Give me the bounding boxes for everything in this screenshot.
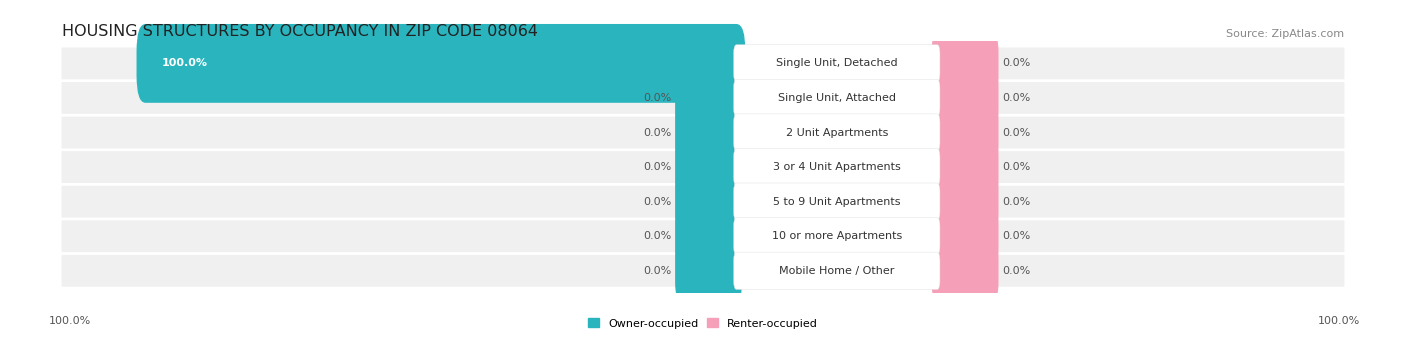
FancyBboxPatch shape	[734, 148, 941, 186]
Text: 10 or more Apartments: 10 or more Apartments	[772, 231, 901, 241]
Text: 0.0%: 0.0%	[1002, 266, 1031, 276]
Text: Mobile Home / Other: Mobile Home / Other	[779, 266, 894, 276]
FancyBboxPatch shape	[675, 173, 742, 231]
Text: 0.0%: 0.0%	[644, 93, 672, 103]
FancyBboxPatch shape	[675, 242, 742, 300]
FancyBboxPatch shape	[932, 34, 998, 92]
Text: 0.0%: 0.0%	[1002, 128, 1031, 137]
FancyBboxPatch shape	[734, 183, 941, 220]
FancyBboxPatch shape	[62, 220, 1344, 252]
Text: 0.0%: 0.0%	[1002, 162, 1031, 172]
Text: Single Unit, Attached: Single Unit, Attached	[778, 93, 896, 103]
FancyBboxPatch shape	[62, 47, 1344, 79]
FancyBboxPatch shape	[62, 117, 1344, 148]
FancyBboxPatch shape	[62, 186, 1344, 218]
Text: 100.0%: 100.0%	[49, 315, 91, 326]
Text: 0.0%: 0.0%	[1002, 197, 1031, 207]
FancyBboxPatch shape	[62, 82, 1344, 114]
FancyBboxPatch shape	[734, 218, 941, 255]
Text: 5 to 9 Unit Apartments: 5 to 9 Unit Apartments	[773, 197, 901, 207]
FancyBboxPatch shape	[734, 114, 941, 151]
FancyBboxPatch shape	[734, 79, 941, 117]
Text: 0.0%: 0.0%	[1002, 93, 1031, 103]
Text: 0.0%: 0.0%	[644, 266, 672, 276]
FancyBboxPatch shape	[932, 138, 998, 196]
Text: Single Unit, Detached: Single Unit, Detached	[776, 58, 897, 69]
FancyBboxPatch shape	[932, 173, 998, 231]
Text: 2 Unit Apartments: 2 Unit Apartments	[786, 128, 889, 137]
Text: 100.0%: 100.0%	[162, 58, 208, 69]
Text: 100.0%: 100.0%	[1317, 315, 1360, 326]
Text: 3 or 4 Unit Apartments: 3 or 4 Unit Apartments	[773, 162, 901, 172]
FancyBboxPatch shape	[932, 103, 998, 162]
FancyBboxPatch shape	[932, 69, 998, 127]
FancyBboxPatch shape	[62, 255, 1344, 287]
Text: 0.0%: 0.0%	[644, 197, 672, 207]
FancyBboxPatch shape	[62, 151, 1344, 183]
FancyBboxPatch shape	[932, 207, 998, 265]
Text: HOUSING STRUCTURES BY OCCUPANCY IN ZIP CODE 08064: HOUSING STRUCTURES BY OCCUPANCY IN ZIP C…	[62, 24, 538, 39]
Text: 0.0%: 0.0%	[1002, 231, 1031, 241]
FancyBboxPatch shape	[675, 138, 742, 196]
Text: Source: ZipAtlas.com: Source: ZipAtlas.com	[1226, 29, 1344, 39]
FancyBboxPatch shape	[734, 45, 941, 82]
FancyBboxPatch shape	[932, 242, 998, 300]
Text: 0.0%: 0.0%	[644, 231, 672, 241]
FancyBboxPatch shape	[675, 207, 742, 265]
Text: 0.0%: 0.0%	[1002, 58, 1031, 69]
FancyBboxPatch shape	[675, 69, 742, 127]
FancyBboxPatch shape	[136, 24, 745, 103]
Text: 0.0%: 0.0%	[644, 162, 672, 172]
FancyBboxPatch shape	[675, 103, 742, 162]
Legend: Owner-occupied, Renter-occupied: Owner-occupied, Renter-occupied	[583, 314, 823, 333]
FancyBboxPatch shape	[734, 252, 941, 290]
Text: 0.0%: 0.0%	[644, 128, 672, 137]
